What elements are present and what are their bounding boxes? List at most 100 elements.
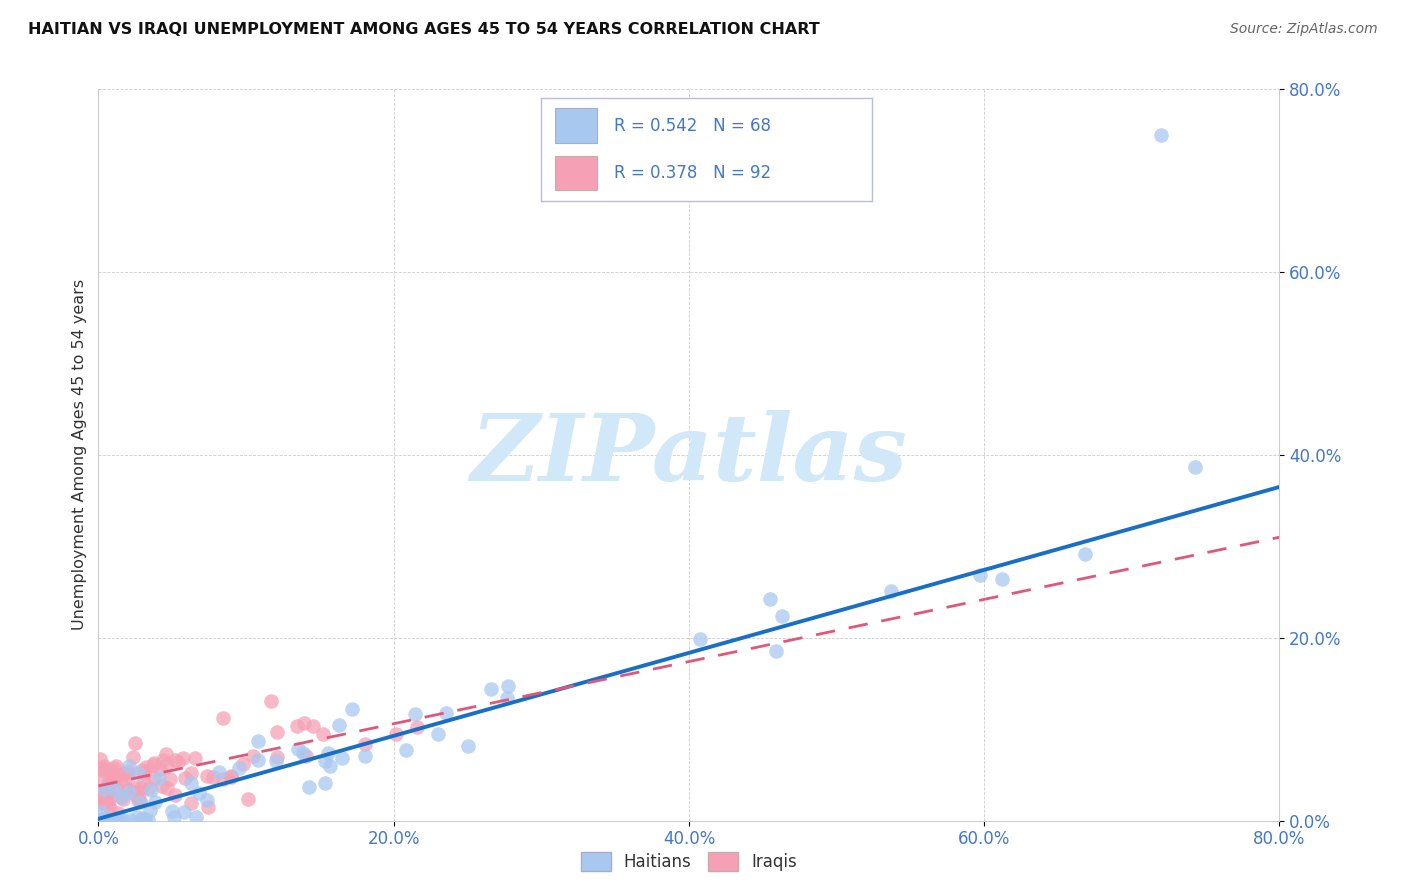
- Point: [287, 742, 309, 756]
- Point: [759, 592, 782, 607]
- Point: [238, 791, 260, 805]
- Point: [114, 780, 136, 795]
- Point: [156, 781, 179, 796]
- Point: [150, 779, 173, 793]
- FancyBboxPatch shape: [554, 108, 598, 144]
- Point: [770, 608, 793, 623]
- Point: [107, 805, 129, 820]
- Text: R = 0.378   N = 92: R = 0.378 N = 92: [614, 164, 770, 182]
- Point: [129, 796, 152, 810]
- Point: [143, 795, 166, 809]
- Point: [404, 706, 426, 721]
- Text: Source: ZipAtlas.com: Source: ZipAtlas.com: [1230, 22, 1378, 37]
- Point: [138, 781, 160, 796]
- Point: [93, 812, 115, 826]
- Point: [479, 681, 502, 696]
- Point: [110, 790, 132, 805]
- Point: [291, 746, 314, 760]
- Point: [101, 773, 124, 788]
- Legend: Haitians, Iraqis: Haitians, Iraqis: [574, 846, 804, 878]
- Point: [90, 785, 112, 799]
- Point: [183, 750, 205, 764]
- Point: [266, 750, 288, 764]
- Point: [434, 706, 457, 720]
- Point: [97, 812, 120, 826]
- Point: [148, 771, 170, 785]
- Point: [314, 776, 336, 790]
- Point: [264, 754, 287, 768]
- Point: [195, 769, 218, 783]
- Point: [879, 584, 901, 599]
- Point: [165, 788, 187, 802]
- Point: [89, 752, 111, 766]
- Point: [90, 762, 112, 776]
- Point: [108, 813, 131, 827]
- Point: [498, 679, 520, 693]
- Point: [242, 749, 264, 764]
- Point: [125, 788, 148, 802]
- Point: [212, 772, 235, 786]
- Point: [136, 813, 159, 827]
- Point: [457, 739, 479, 753]
- Point: [124, 736, 146, 750]
- Point: [100, 764, 122, 779]
- Point: [101, 769, 124, 783]
- Point: [149, 762, 172, 776]
- Point: [219, 769, 242, 783]
- Point: [142, 756, 165, 771]
- Point: [163, 810, 186, 824]
- Point: [197, 799, 219, 814]
- Point: [104, 813, 127, 827]
- Point: [104, 771, 127, 785]
- Point: [91, 762, 114, 776]
- Point: [180, 796, 202, 810]
- Point: [89, 813, 111, 827]
- Point: [354, 748, 377, 763]
- Point: [173, 771, 195, 785]
- Point: [93, 774, 115, 789]
- Point: [93, 782, 115, 797]
- Point: [180, 766, 202, 780]
- Point: [104, 759, 127, 773]
- Point: [1150, 128, 1173, 142]
- Point: [127, 765, 149, 780]
- Point: [103, 782, 125, 797]
- Point: [97, 784, 120, 798]
- Point: [180, 775, 202, 789]
- Point: [118, 759, 141, 773]
- Point: [112, 813, 135, 827]
- Point: [134, 813, 156, 827]
- Point: [103, 761, 125, 775]
- Point: [134, 813, 156, 827]
- Point: [134, 775, 156, 789]
- Text: R = 0.542   N = 68: R = 0.542 N = 68: [614, 117, 770, 135]
- Point: [316, 747, 339, 761]
- Point: [765, 644, 787, 658]
- Point: [318, 758, 340, 772]
- Point: [301, 719, 323, 733]
- Point: [117, 767, 139, 781]
- Point: [163, 753, 186, 767]
- Point: [298, 780, 321, 794]
- Point: [111, 792, 134, 806]
- Point: [117, 764, 139, 779]
- Point: [105, 782, 128, 797]
- Point: [285, 718, 308, 732]
- Point: [340, 702, 363, 716]
- Point: [260, 694, 283, 708]
- Point: [212, 711, 235, 725]
- Point: [294, 715, 316, 730]
- Point: [155, 757, 177, 772]
- Point: [142, 772, 165, 786]
- Point: [97, 785, 120, 799]
- Y-axis label: Unemployment Among Ages 45 to 54 years: Unemployment Among Ages 45 to 54 years: [72, 279, 87, 631]
- Point: [121, 749, 143, 764]
- Point: [195, 793, 218, 807]
- Point: [89, 763, 111, 777]
- Point: [97, 773, 120, 788]
- Point: [184, 810, 207, 824]
- Point: [125, 810, 148, 824]
- Point: [131, 764, 153, 778]
- Point: [155, 747, 177, 761]
- Point: [1184, 459, 1206, 474]
